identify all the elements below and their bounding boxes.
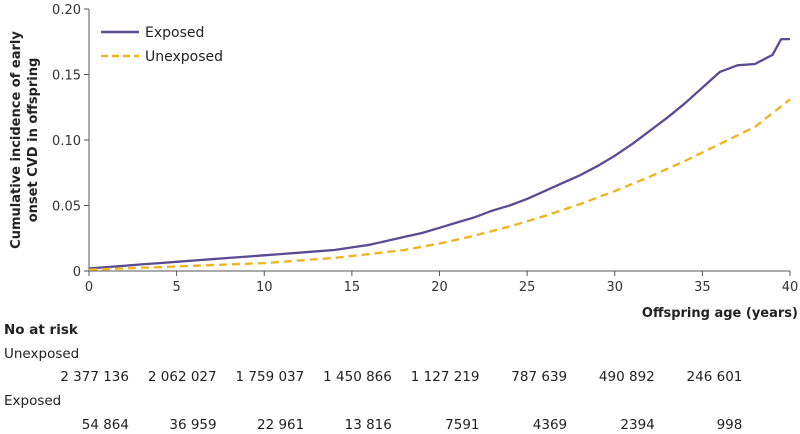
risk-cell: 2 377 136	[60, 369, 129, 385]
legend-exposed-label: Exposed	[145, 25, 204, 41]
legend: Exposed Unexposed	[101, 25, 223, 65]
risk-cell: 1 759 037	[236, 369, 305, 385]
risk-cell: 22 961	[257, 417, 304, 433]
risk-cell: 1 450 866	[323, 369, 392, 385]
y-tick-label: 0.05	[52, 200, 81, 215]
series-line-exposed	[88, 37, 790, 270]
y-axis-title-line1: Cumulative incidence of early	[9, 31, 24, 249]
x-tick-label: 20	[431, 280, 448, 295]
y-tick-label: 0.20	[52, 3, 81, 18]
x-tick-label: 15	[344, 280, 361, 295]
risk-cell: 13 816	[345, 417, 392, 433]
risk-table-title: No at risk	[4, 322, 79, 338]
risk-row-label-exposed: Exposed	[4, 393, 61, 409]
x-axis-title: Offspring age (years)	[642, 306, 798, 321]
legend-unexposed-label: Unexposed	[145, 49, 223, 65]
x-tick-label: 35	[694, 280, 711, 295]
risk-cell: 998	[717, 417, 743, 433]
risk-cell: 2394	[620, 417, 654, 433]
risk-cell: 2 062 027	[148, 369, 217, 385]
x-tick-label: 10	[256, 280, 273, 295]
y-tick-label: 0	[73, 265, 81, 280]
risk-cell: 246 601	[687, 369, 743, 385]
risk-cell: 1 127 219	[411, 369, 480, 385]
risk-cell: 36 959	[169, 417, 216, 433]
risk-cell: 4369	[533, 417, 567, 433]
y-axis-title-line2: onset CVD in offspring	[26, 58, 41, 223]
y-tick-label: 0.15	[52, 69, 81, 84]
risk-cell: 490 892	[599, 369, 655, 385]
x-tick-label: 5	[172, 280, 180, 295]
series-line-unexposed	[88, 98, 791, 271]
risk-row-label-unexposed: Unexposed	[4, 346, 79, 362]
risk-cell: 787 639	[511, 369, 567, 385]
x-tick-label: 0	[85, 280, 93, 295]
x-tick-label: 40	[782, 280, 799, 295]
y-tick-label: 0.10	[52, 134, 81, 149]
x-tick-label: 25	[519, 280, 536, 295]
x-tick-label: 30	[606, 280, 623, 295]
risk-table: No at risk Unexposed 2 377 136 2 062 027 1…	[4, 322, 743, 433]
risk-cell: 7591	[445, 417, 479, 433]
risk-cell: 54 864	[82, 417, 129, 433]
